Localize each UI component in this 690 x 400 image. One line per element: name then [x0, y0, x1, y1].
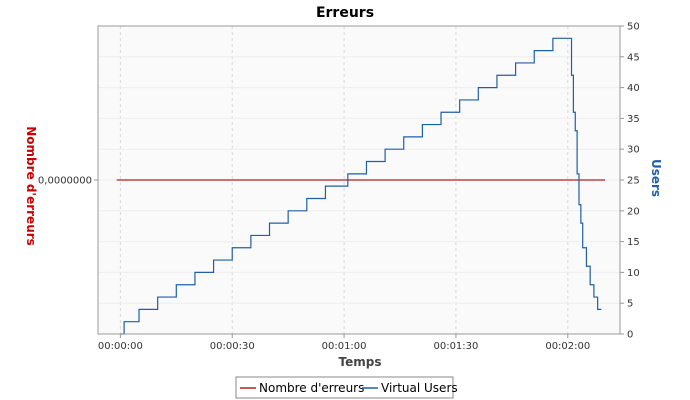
right-tick-label-4: 20 [627, 206, 640, 217]
x-tick-label-3: 00:01:30 [433, 341, 478, 352]
right-tick-label-2: 10 [627, 268, 640, 279]
right-tick-label-5: 25 [627, 176, 640, 187]
legend-label-users: Virtual Users [381, 381, 458, 395]
x-axis-ticks: 00:00:00 00:00:30 00:01:00 00:01:30 00:02:00 [98, 334, 590, 352]
right-tick-label-9: 45 [627, 52, 640, 63]
right-tick-label-0: 0 [627, 330, 633, 341]
series-layer [116, 37, 606, 335]
virtual-users-series-line [120, 37, 602, 335]
right-axis-title: Users [649, 159, 663, 197]
chart-title: Erreurs [316, 5, 374, 21]
x-tick-label-2: 00:01:00 [322, 341, 367, 352]
right-tick-label-8: 40 [627, 83, 640, 94]
right-tick-label-10: 50 [627, 22, 640, 33]
x-tick-label-4: 00:02:00 [545, 341, 590, 352]
legend-box [235, 376, 454, 399]
right-tick-label-6: 30 [627, 145, 640, 156]
legend: Nombre d'erreurs Virtual Users [235, 376, 458, 399]
legend-label-errors: Nombre d'erreurs [259, 381, 364, 395]
right-tick-label-1: 5 [627, 299, 633, 310]
left-axis-ticks: 0,0000000 [38, 176, 98, 187]
right-axis-ticks: 0 5 10 15 20 25 30 35 40 45 50 [620, 22, 640, 341]
x-tick-label-0: 00:00:00 [98, 341, 143, 352]
left-axis-title: Nombre d'erreurs [24, 126, 38, 246]
right-tick-label-7: 35 [627, 114, 640, 125]
x-tick-label-1: 00:00:30 [210, 341, 255, 352]
right-tick-label-3: 15 [627, 237, 640, 248]
x-axis-title: Temps [339, 355, 382, 369]
left-tick-label-0: 0,0000000 [38, 176, 92, 187]
